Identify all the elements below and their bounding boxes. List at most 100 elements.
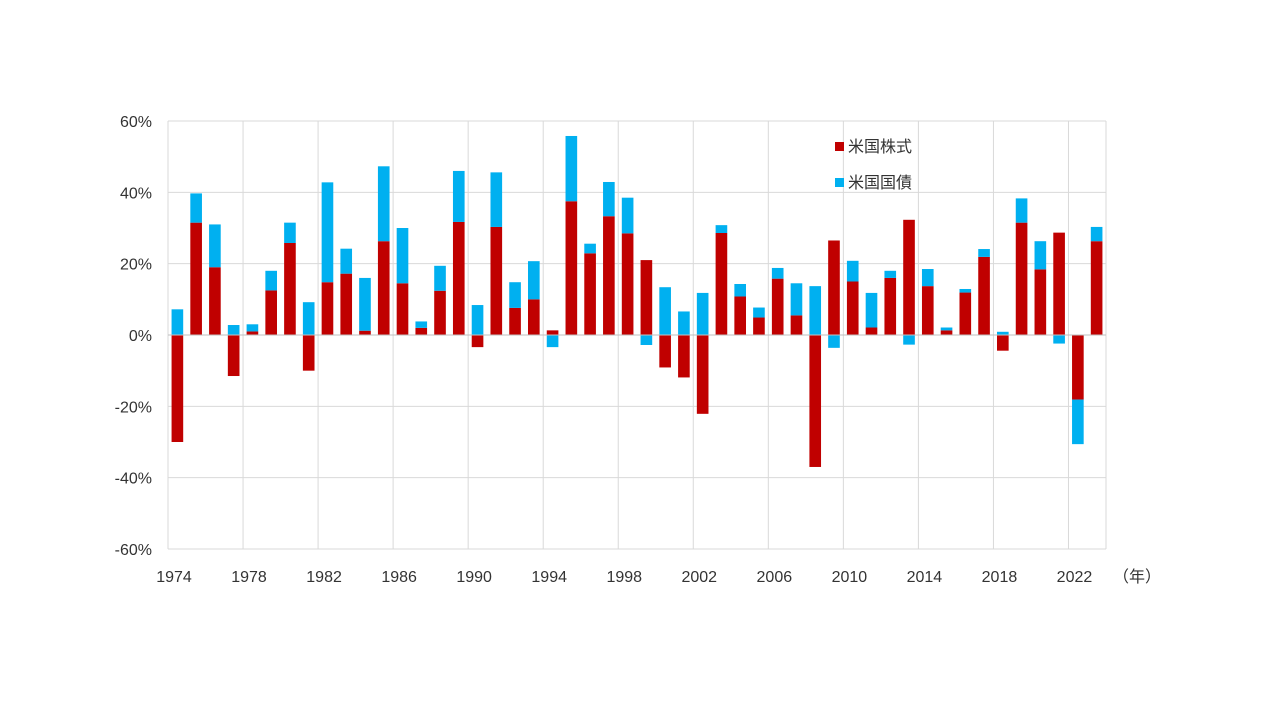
bar-stocks (865, 327, 878, 335)
x-tick-label: 1990 (456, 569, 492, 586)
bar-stocks (790, 315, 803, 335)
bar-bonds (584, 243, 596, 254)
bar-bonds (340, 248, 353, 274)
bar-stocks (959, 292, 972, 335)
bar-stocks (640, 260, 653, 335)
x-tick-label: 1982 (306, 569, 342, 586)
y-tick-label: -40% (115, 471, 152, 488)
x-tick-label: 2010 (832, 569, 868, 586)
bar-stocks (452, 221, 465, 335)
bar-stocks (490, 226, 503, 335)
bar-bonds (790, 283, 803, 316)
legend-label-stocks: 米国株式 (848, 138, 912, 156)
axes: 60% 40% 20% 0% -20% -40% -60%1974 1978 1982 1986 1… (115, 114, 1106, 586)
bar-bonds (846, 260, 859, 282)
bar-stocks (284, 242, 296, 335)
bar-bonds (284, 222, 296, 243)
legend: 米国株式 米国国債 (835, 138, 912, 192)
bar-bonds (471, 305, 484, 335)
bar-bonds (452, 170, 465, 222)
bar-stocks (471, 335, 484, 348)
bar-bonds (715, 225, 728, 233)
bar-bonds (209, 224, 221, 268)
bar-stocks (696, 335, 709, 414)
bar-stocks (903, 219, 915, 335)
x-tick-label: 2014 (907, 569, 943, 586)
bar-bonds (903, 335, 915, 345)
bar-bonds (753, 307, 765, 318)
bar-bonds (828, 335, 840, 348)
bar-stocks (415, 327, 428, 335)
bar-stocks (377, 241, 390, 335)
bar-stocks (659, 335, 671, 368)
bar-stocks (509, 307, 521, 335)
x-tick-label: 1998 (606, 569, 642, 586)
bar-bonds (509, 282, 521, 308)
bar-stocks (809, 335, 822, 467)
bar-bonds (171, 309, 184, 335)
bar-stocks (771, 278, 784, 335)
x-tick-label: 2022 (1057, 569, 1093, 586)
bar-bonds (246, 324, 259, 332)
bar-bonds (921, 269, 934, 287)
bar-stocks (265, 290, 277, 335)
x-tick-label: 1978 (231, 569, 267, 586)
y-tick-label: 60% (120, 114, 152, 131)
legend-swatch-bonds (835, 178, 844, 187)
bar-bonds (978, 249, 990, 257)
bar-stocks (978, 256, 990, 335)
bar-stocks (997, 335, 1009, 351)
bar-stocks (884, 277, 897, 335)
bar-bonds (659, 287, 671, 335)
bar-stocks (565, 201, 578, 335)
legend-label-bonds: 米国国債 (848, 174, 912, 192)
bar-bonds (1053, 335, 1065, 344)
bar-stocks (734, 296, 746, 335)
bar-bonds (190, 193, 202, 223)
y-tick-label: 20% (120, 257, 152, 274)
bar-bonds (997, 331, 1009, 335)
bar-bonds (359, 277, 371, 331)
bar-bonds (227, 325, 240, 335)
bar-stocks (584, 253, 596, 335)
bar-stocks (715, 232, 728, 335)
bar-bonds (1015, 198, 1028, 223)
legend-swatch-stocks (835, 142, 844, 151)
bar-stocks (1034, 269, 1047, 335)
bar-stocks (846, 281, 859, 335)
bar-bonds (678, 311, 690, 335)
bar-bonds (734, 283, 746, 297)
bar-bonds (865, 292, 878, 328)
bar-stocks (359, 330, 371, 335)
x-tick-label: 1986 (381, 569, 417, 586)
bar-stocks (753, 317, 765, 335)
bar-bonds (1090, 226, 1103, 242)
x-tick-label: 1974 (156, 569, 192, 586)
bar-bonds (621, 197, 634, 234)
bar-bonds (302, 302, 315, 335)
bar-bonds (603, 181, 615, 217)
bars (171, 135, 1103, 467)
bar-bonds (490, 172, 503, 227)
x-unit-label: （年） (1113, 568, 1161, 586)
bar-bonds (565, 135, 578, 202)
bar-stocks (246, 331, 259, 335)
bar-bonds (940, 327, 953, 331)
bar-bonds (809, 286, 822, 335)
bar-stocks (1015, 222, 1028, 335)
bar-stocks (828, 240, 840, 335)
x-tick-label: 2006 (757, 569, 793, 586)
bar-stocks (321, 282, 334, 335)
y-tick-label: -60% (115, 542, 152, 559)
bar-bonds (415, 321, 428, 328)
bar-stocks (546, 330, 559, 335)
bar-stocks (302, 335, 315, 371)
bar-stocks (1053, 232, 1065, 335)
bar-bonds (434, 265, 446, 291)
bar-bonds (959, 288, 972, 293)
x-tick-label: 2002 (681, 569, 717, 586)
x-tick-label: 1994 (531, 569, 567, 586)
bar-bonds (884, 270, 897, 278)
bar-bonds (377, 166, 390, 242)
